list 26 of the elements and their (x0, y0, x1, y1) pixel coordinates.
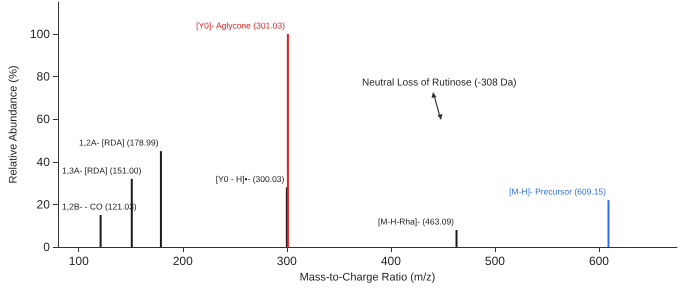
y-tick-label: 80 (36, 70, 50, 84)
y-tick-label: 60 (36, 112, 50, 126)
bar (286, 34, 289, 247)
annotation: 1,2A- [RDA] (178.99) (79, 138, 159, 148)
annotation: [M-H-Rha]- (463.09) (378, 216, 454, 226)
annotation: [M-H]- Precursor (609.15) (509, 186, 606, 197)
x-tick-label: 500 (484, 254, 506, 268)
y-axis-title: Relative Abundance (%) (8, 65, 20, 184)
x-tick-label: 100 (68, 254, 90, 268)
annotation: [Y0 - H]•- (300.03) (216, 174, 285, 184)
x-tick-label: 200 (172, 254, 194, 268)
x-tick-label: 600 (588, 254, 610, 268)
bar (100, 215, 102, 247)
y-tick-label: 100 (30, 26, 50, 41)
x-axis-title: Mass-to-Charge Ratio (m/z) (300, 271, 436, 284)
bar (607, 200, 610, 247)
y-tick-label: 20 (36, 197, 50, 212)
y-tick-label: 40 (36, 154, 50, 169)
bar (456, 230, 458, 247)
bar (160, 151, 162, 247)
annotation: [Y0]- Aglycone (301.03) (196, 20, 286, 30)
x-tick-label: 300 (276, 254, 298, 268)
annotation: 1,3A- [RDA] (151.00) (62, 165, 142, 176)
y-tick-label: 0 (43, 240, 50, 254)
x-tick-label: 400 (380, 254, 402, 268)
annotation: Neutral Loss of Rutinose (-308 Da) (362, 78, 517, 88)
